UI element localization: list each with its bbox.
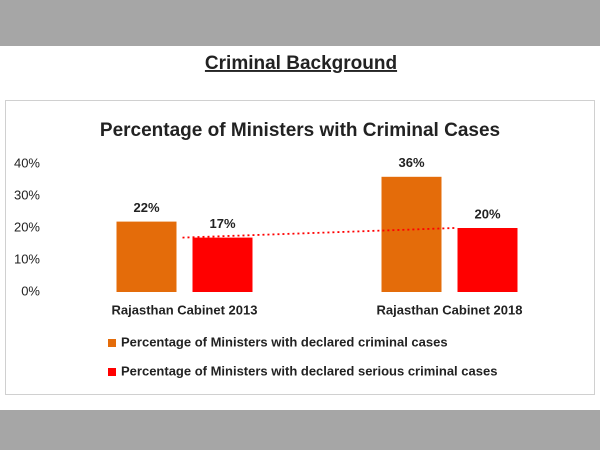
data-label: 17% [209,216,235,231]
y-tick-label: 20% [14,219,40,234]
bar [381,176,442,292]
y-tick-label: 30% [14,187,40,202]
trendline [182,227,455,239]
bar [192,237,253,292]
y-tick-label: 10% [14,251,40,266]
legend-label: Percentage of Ministers with declared se… [121,363,497,378]
y-tick-label: 0% [21,283,40,298]
bar [116,221,177,292]
y-tick-label: 40% [14,155,40,170]
x-tick-label: Rajasthan Cabinet 2013 [112,302,258,317]
heading: Criminal Background [205,53,397,74]
bar [457,228,518,292]
legend-label: Percentage of Ministers with declared cr… [121,334,448,349]
legend-swatch [108,339,116,347]
data-label: 20% [474,206,500,221]
data-label: 36% [398,155,424,170]
legend-swatch [108,368,116,376]
chart-title: Percentage of Ministers with Criminal Ca… [100,120,500,141]
x-tick-label: Rajasthan Cabinet 2018 [377,302,523,317]
data-label: 22% [133,200,159,215]
